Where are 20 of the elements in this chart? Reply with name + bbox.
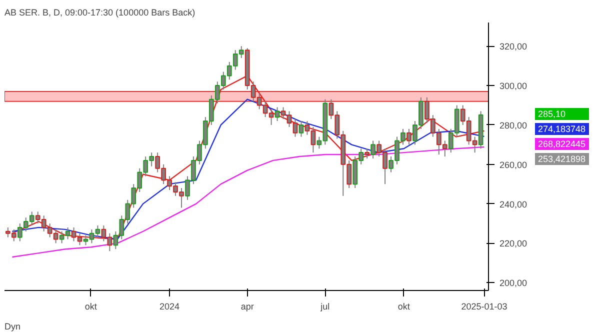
- y-tick-label: 260,00: [500, 160, 528, 170]
- text: 253,421898: [535, 153, 589, 165]
- y-tick-label: 320,00: [500, 42, 528, 52]
- x-tick-label: okt: [398, 302, 410, 312]
- chart-title: AB SER. B, D, 09:00-17:30 (100000 Bars Back): [4, 8, 196, 18]
- y-tick-label: 220,00: [500, 238, 528, 249]
- x-tick-label: 2024: [160, 302, 180, 312]
- x-tick-label: apr: [240, 302, 254, 312]
- y-tick-label: 200,00: [500, 278, 528, 288]
- y-tick-label: 300,00: [500, 81, 528, 92]
- text: 274,183748: [535, 123, 589, 135]
- x-tick-label: jul: [320, 302, 330, 312]
- text: Dyn: [4, 322, 21, 332]
- x-tick-label: 2025-01-03: [461, 302, 508, 312]
- y-tick-label: 240,00: [500, 199, 528, 210]
- x-tick-label: okt: [84, 302, 98, 312]
- y-tick-label: 280,00: [500, 120, 528, 130]
- text: 268,822445: [535, 138, 589, 150]
- line-series: [12, 146, 485, 258]
- text: 285,10: [535, 108, 589, 120]
